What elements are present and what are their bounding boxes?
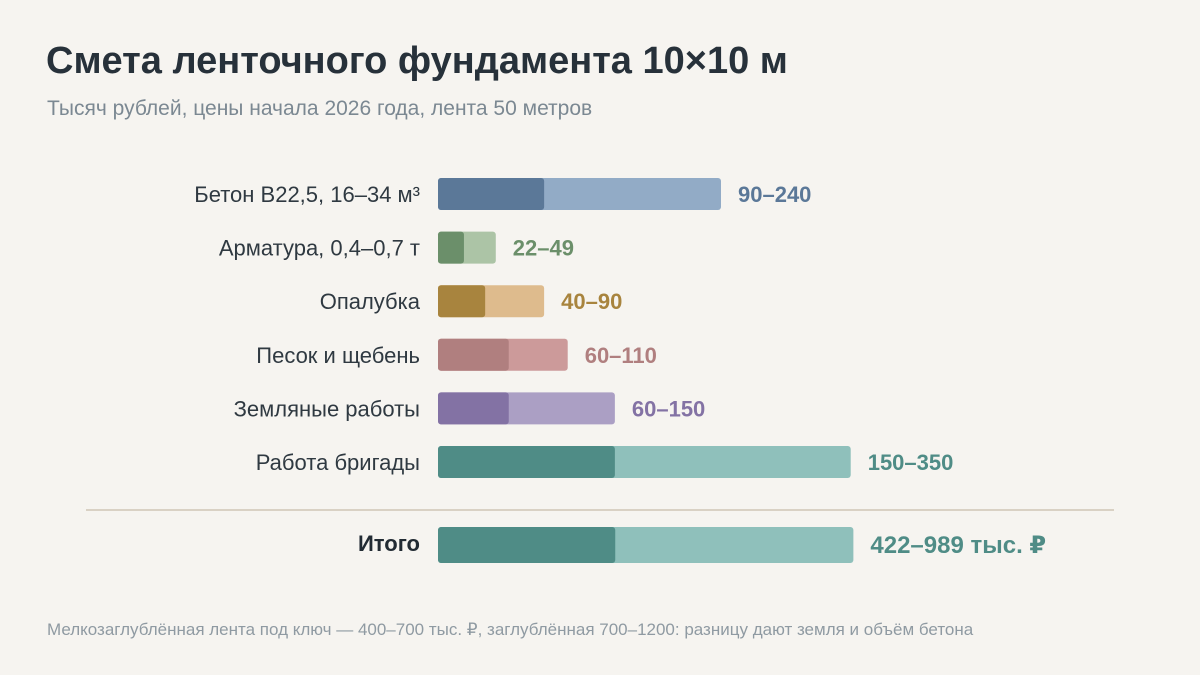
value-label: 40–90: [561, 289, 622, 314]
value-label: 60–110: [585, 343, 657, 368]
value-label: 22–49: [513, 236, 574, 261]
category-label: Работа бригады: [256, 450, 420, 475]
category-label: Бетон В22,5, 16–34 м³: [194, 182, 420, 207]
value-label: 60–150: [632, 396, 705, 421]
chart-title: Смета ленточного фундамента 10×10 м: [46, 40, 788, 82]
chart-rows: Бетон В22,5, 16–34 м³ 90–240 Арматура, 0,4…: [194, 178, 953, 478]
bar-min: [438, 338, 509, 371]
bar-group-4: Земляные работы 60–150: [234, 392, 705, 425]
bar-group-0: Бетон В22,5, 16–34 м³ 90–240: [194, 178, 811, 210]
total-value-label: 422–989 тыс. ₽: [870, 532, 1046, 559]
bar-group-5: Работа бригады 150–350: [256, 446, 954, 478]
bar-min: [438, 392, 509, 425]
category-label: Опалубка: [320, 289, 421, 314]
total-bar-group: Итого 422–989 тыс. ₽: [358, 527, 1046, 563]
bar-group-3: Песок и щебень 60–110: [256, 338, 657, 371]
range-bar-chart: Бетон В22,5, 16–34 м³ 90–240 Арматура, 0,4…: [86, 178, 1114, 563]
bar-min: [438, 178, 545, 210]
total-row: Итого 422–989 тыс. ₽: [358, 527, 1046, 563]
chart-subtitle: Тысяч рублей, цены начала 2026 года, лен…: [47, 97, 593, 120]
bar-min: [438, 285, 486, 318]
bar-group-2: Опалубка 40–90: [320, 285, 622, 318]
bar-min: [438, 231, 464, 264]
category-label: Песок и щебень: [256, 343, 420, 368]
category-label: Земляные работы: [234, 396, 420, 421]
bar-group-1: Арматура, 0,4–0,7 т 22–49: [219, 231, 574, 264]
total-label: Итого: [358, 531, 420, 556]
value-label: 90–240: [738, 182, 811, 207]
footnote: Мелкозаглублённая лента под ключ — 400–7…: [47, 620, 974, 639]
bar-min: [438, 446, 615, 478]
value-label: 150–350: [868, 450, 954, 475]
category-label: Арматура, 0,4–0,7 т: [219, 236, 420, 261]
total-bar-min: [438, 527, 616, 563]
